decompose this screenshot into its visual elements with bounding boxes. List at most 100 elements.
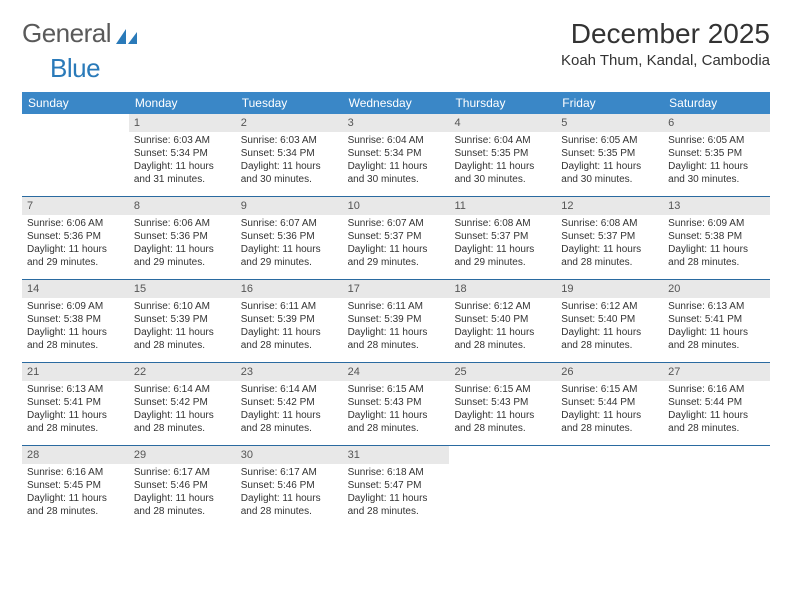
calendar-day: 4Sunrise: 6:04 AMSunset: 5:35 PMDaylight… bbox=[449, 114, 556, 196]
title-block: December 2025 Koah Thum, Kandal, Cambodi… bbox=[561, 18, 770, 69]
day-number: 3 bbox=[343, 114, 450, 132]
sunset-text: Sunset: 5:37 PM bbox=[348, 230, 445, 243]
day-details: Sunrise: 6:07 AMSunset: 5:36 PMDaylight:… bbox=[236, 215, 343, 275]
day-number bbox=[22, 114, 129, 132]
sunrise-text: Sunrise: 6:08 AM bbox=[561, 217, 658, 230]
sunrise-text: Sunrise: 6:16 AM bbox=[668, 383, 765, 396]
sunset-text: Sunset: 5:36 PM bbox=[27, 230, 124, 243]
day-details: Sunrise: 6:12 AMSunset: 5:40 PMDaylight:… bbox=[556, 298, 663, 358]
sunset-text: Sunset: 5:42 PM bbox=[134, 396, 231, 409]
day-number: 23 bbox=[236, 363, 343, 381]
calendar-day: 15Sunrise: 6:10 AMSunset: 5:39 PMDayligh… bbox=[129, 280, 236, 362]
sunset-text: Sunset: 5:45 PM bbox=[27, 479, 124, 492]
dow-sunday: Sunday bbox=[22, 92, 129, 114]
daylight-text: Daylight: 11 hours and 30 minutes. bbox=[561, 160, 658, 186]
calendar-day: 9Sunrise: 6:07 AMSunset: 5:36 PMDaylight… bbox=[236, 197, 343, 279]
daylight-text: Daylight: 11 hours and 28 minutes. bbox=[668, 243, 765, 269]
dow-tuesday: Tuesday bbox=[236, 92, 343, 114]
calendar-day: 30Sunrise: 6:17 AMSunset: 5:46 PMDayligh… bbox=[236, 446, 343, 528]
day-details: Sunrise: 6:18 AMSunset: 5:47 PMDaylight:… bbox=[343, 464, 450, 524]
calendar-day: 26Sunrise: 6:15 AMSunset: 5:44 PMDayligh… bbox=[556, 363, 663, 445]
day-number bbox=[663, 446, 770, 464]
sunset-text: Sunset: 5:44 PM bbox=[668, 396, 765, 409]
calendar-day: 12Sunrise: 6:08 AMSunset: 5:37 PMDayligh… bbox=[556, 197, 663, 279]
daylight-text: Daylight: 11 hours and 30 minutes. bbox=[241, 160, 338, 186]
day-number: 11 bbox=[449, 197, 556, 215]
day-details: Sunrise: 6:06 AMSunset: 5:36 PMDaylight:… bbox=[22, 215, 129, 275]
calendar-week: 7Sunrise: 6:06 AMSunset: 5:36 PMDaylight… bbox=[22, 197, 770, 280]
sunset-text: Sunset: 5:34 PM bbox=[134, 147, 231, 160]
calendar-day: 5Sunrise: 6:05 AMSunset: 5:35 PMDaylight… bbox=[556, 114, 663, 196]
sunrise-text: Sunrise: 6:12 AM bbox=[561, 300, 658, 313]
day-number: 15 bbox=[129, 280, 236, 298]
day-number: 2 bbox=[236, 114, 343, 132]
day-details: Sunrise: 6:09 AMSunset: 5:38 PMDaylight:… bbox=[663, 215, 770, 275]
day-details: Sunrise: 6:15 AMSunset: 5:43 PMDaylight:… bbox=[449, 381, 556, 441]
day-details: Sunrise: 6:03 AMSunset: 5:34 PMDaylight:… bbox=[129, 132, 236, 192]
day-details: Sunrise: 6:16 AMSunset: 5:45 PMDaylight:… bbox=[22, 464, 129, 524]
day-number: 27 bbox=[663, 363, 770, 381]
sunset-text: Sunset: 5:46 PM bbox=[134, 479, 231, 492]
day-details: Sunrise: 6:15 AMSunset: 5:44 PMDaylight:… bbox=[556, 381, 663, 441]
sunset-text: Sunset: 5:36 PM bbox=[134, 230, 231, 243]
day-details: Sunrise: 6:08 AMSunset: 5:37 PMDaylight:… bbox=[449, 215, 556, 275]
sunrise-text: Sunrise: 6:03 AM bbox=[241, 134, 338, 147]
day-number: 30 bbox=[236, 446, 343, 464]
sunset-text: Sunset: 5:37 PM bbox=[454, 230, 551, 243]
weeks-container: 1Sunrise: 6:03 AMSunset: 5:34 PMDaylight… bbox=[22, 114, 770, 528]
dow-thursday: Thursday bbox=[449, 92, 556, 114]
day-number bbox=[449, 446, 556, 464]
sunrise-text: Sunrise: 6:11 AM bbox=[241, 300, 338, 313]
day-number: 17 bbox=[343, 280, 450, 298]
sunset-text: Sunset: 5:43 PM bbox=[348, 396, 445, 409]
day-number: 29 bbox=[129, 446, 236, 464]
sunrise-text: Sunrise: 6:14 AM bbox=[241, 383, 338, 396]
sunrise-text: Sunrise: 6:05 AM bbox=[561, 134, 658, 147]
day-number: 6 bbox=[663, 114, 770, 132]
sunrise-text: Sunrise: 6:04 AM bbox=[348, 134, 445, 147]
sunrise-text: Sunrise: 6:03 AM bbox=[134, 134, 231, 147]
day-details: Sunrise: 6:15 AMSunset: 5:43 PMDaylight:… bbox=[343, 381, 450, 441]
calendar-day: 25Sunrise: 6:15 AMSunset: 5:43 PMDayligh… bbox=[449, 363, 556, 445]
sunset-text: Sunset: 5:38 PM bbox=[27, 313, 124, 326]
sunrise-text: Sunrise: 6:09 AM bbox=[668, 217, 765, 230]
day-details bbox=[663, 464, 770, 472]
daylight-text: Daylight: 11 hours and 28 minutes. bbox=[134, 492, 231, 518]
daylight-text: Daylight: 11 hours and 28 minutes. bbox=[348, 409, 445, 435]
day-details: Sunrise: 6:13 AMSunset: 5:41 PMDaylight:… bbox=[22, 381, 129, 441]
calendar-day: 6Sunrise: 6:05 AMSunset: 5:35 PMDaylight… bbox=[663, 114, 770, 196]
sunrise-text: Sunrise: 6:17 AM bbox=[241, 466, 338, 479]
calendar-day: 8Sunrise: 6:06 AMSunset: 5:36 PMDaylight… bbox=[129, 197, 236, 279]
sunset-text: Sunset: 5:40 PM bbox=[561, 313, 658, 326]
day-details: Sunrise: 6:10 AMSunset: 5:39 PMDaylight:… bbox=[129, 298, 236, 358]
day-number: 22 bbox=[129, 363, 236, 381]
daylight-text: Daylight: 11 hours and 30 minutes. bbox=[454, 160, 551, 186]
day-number: 26 bbox=[556, 363, 663, 381]
day-number: 24 bbox=[343, 363, 450, 381]
day-number: 5 bbox=[556, 114, 663, 132]
sunrise-text: Sunrise: 6:07 AM bbox=[241, 217, 338, 230]
daylight-text: Daylight: 11 hours and 29 minutes. bbox=[348, 243, 445, 269]
calendar-day: 1Sunrise: 6:03 AMSunset: 5:34 PMDaylight… bbox=[129, 114, 236, 196]
sunset-text: Sunset: 5:44 PM bbox=[561, 396, 658, 409]
sunrise-text: Sunrise: 6:15 AM bbox=[454, 383, 551, 396]
calendar-day bbox=[663, 446, 770, 528]
calendar-day bbox=[22, 114, 129, 196]
sunrise-text: Sunrise: 6:13 AM bbox=[668, 300, 765, 313]
calendar-day: 21Sunrise: 6:13 AMSunset: 5:41 PMDayligh… bbox=[22, 363, 129, 445]
day-details: Sunrise: 6:14 AMSunset: 5:42 PMDaylight:… bbox=[236, 381, 343, 441]
daylight-text: Daylight: 11 hours and 28 minutes. bbox=[668, 409, 765, 435]
sunrise-text: Sunrise: 6:06 AM bbox=[134, 217, 231, 230]
daylight-text: Daylight: 11 hours and 31 minutes. bbox=[134, 160, 231, 186]
day-details: Sunrise: 6:06 AMSunset: 5:36 PMDaylight:… bbox=[129, 215, 236, 275]
calendar-day: 13Sunrise: 6:09 AMSunset: 5:38 PMDayligh… bbox=[663, 197, 770, 279]
dow-friday: Friday bbox=[556, 92, 663, 114]
sunrise-text: Sunrise: 6:04 AM bbox=[454, 134, 551, 147]
day-details: Sunrise: 6:12 AMSunset: 5:40 PMDaylight:… bbox=[449, 298, 556, 358]
sunset-text: Sunset: 5:38 PM bbox=[668, 230, 765, 243]
brand-logo: General bbox=[22, 18, 140, 49]
daylight-text: Daylight: 11 hours and 28 minutes. bbox=[27, 326, 124, 352]
daylight-text: Daylight: 11 hours and 29 minutes. bbox=[27, 243, 124, 269]
day-number: 19 bbox=[556, 280, 663, 298]
day-details: Sunrise: 6:04 AMSunset: 5:34 PMDaylight:… bbox=[343, 132, 450, 192]
